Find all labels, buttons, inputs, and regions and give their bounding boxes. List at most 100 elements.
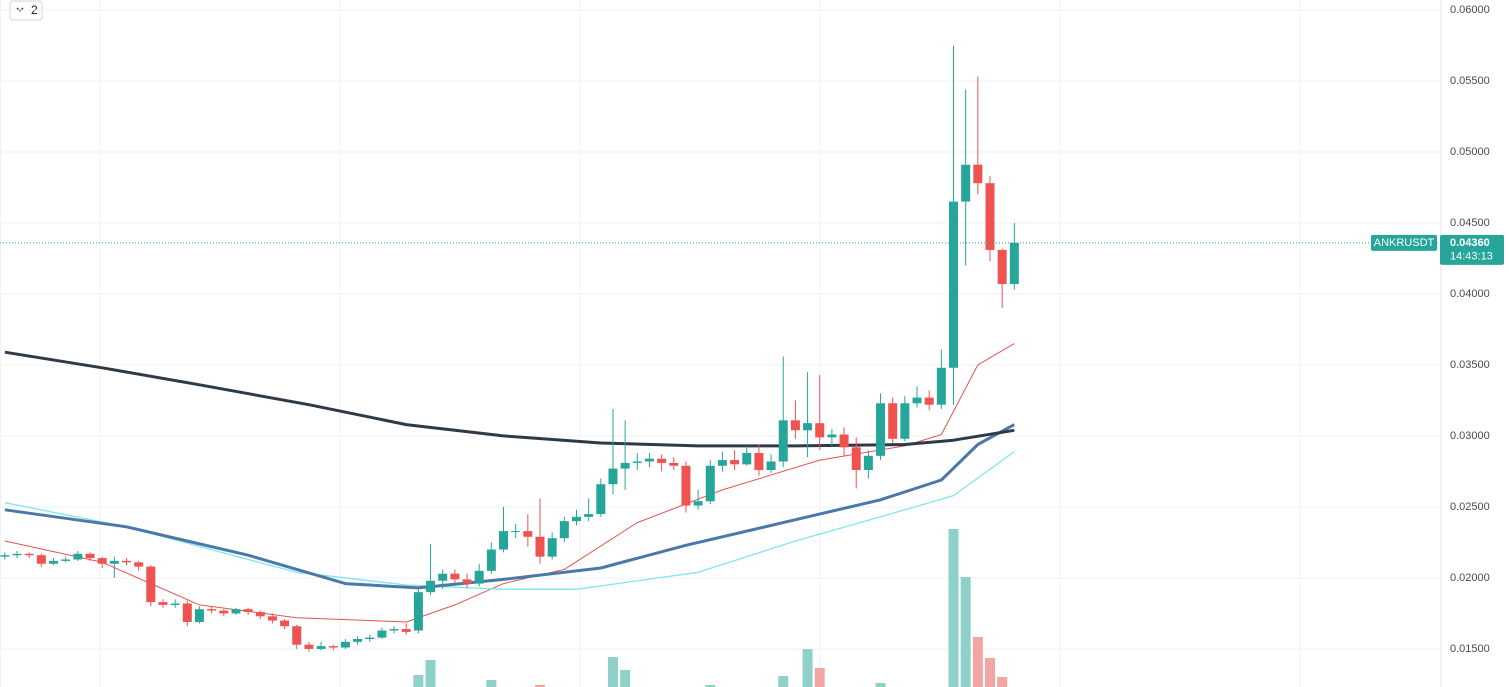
candle-body: [267, 616, 277, 621]
candle-body: [194, 609, 204, 622]
candle-body: [815, 423, 825, 438]
candle-body: [353, 639, 363, 642]
countdown-label: 14:43:13: [1450, 251, 1493, 263]
candle-body: [803, 423, 813, 431]
candle-body: [851, 447, 861, 471]
candle-body: [584, 514, 594, 517]
candle-body: [669, 462, 679, 466]
volume-bar: [802, 649, 813, 687]
y-tick-label: 0.04500: [1450, 217, 1490, 229]
candle-body: [255, 612, 265, 617]
candle-body: [109, 560, 119, 564]
candle-body: [523, 531, 533, 537]
candle-body: [547, 538, 557, 557]
badge[interactable]: 2: [9, 0, 43, 21]
candle-body: [778, 420, 788, 462]
symbol-label: ANKRUSDT: [1374, 237, 1435, 249]
candle-body: [231, 609, 241, 614]
candle-body: [207, 609, 217, 611]
last-price-label: 0.04360: [1450, 237, 1490, 249]
candle-body: [73, 553, 83, 560]
volume-bar: [997, 677, 1008, 687]
volume-bar: [413, 675, 424, 687]
candle-body: [985, 183, 995, 250]
candle-body: [12, 553, 22, 556]
volume-bar: [535, 685, 545, 687]
candle-body: [426, 580, 436, 593]
y-tick-label: 0.03000: [1450, 430, 1490, 442]
symbol-tag: [1371, 234, 1437, 251]
candle-body: [681, 465, 691, 506]
moving-average: [4, 423, 1016, 590]
candle-body: [365, 637, 375, 640]
candle-body: [413, 592, 423, 631]
candle-body: [790, 420, 800, 431]
candle-body: [146, 566, 156, 603]
candle-body: [85, 553, 95, 559]
candle-body: [316, 646, 326, 649]
candle-body: [936, 367, 946, 405]
candle-body: [36, 555, 46, 564]
y-tick-label: 0.01500: [1450, 643, 1490, 655]
candle-body: [644, 458, 654, 462]
candle-body: [693, 501, 703, 506]
price-tag: [1440, 234, 1504, 265]
candle-body: [401, 629, 411, 632]
candle-body: [219, 610, 229, 614]
volume-bar: [607, 657, 618, 687]
y-tick-label: 0.04000: [1450, 288, 1490, 300]
candle-body: [389, 629, 399, 631]
candle-body: [158, 602, 168, 605]
candle-body: [97, 558, 107, 564]
candle-body: [438, 573, 448, 581]
candle-body: [596, 484, 606, 515]
candle-body: [888, 403, 898, 439]
moving-average: [4, 343, 1015, 623]
candle-body: [121, 560, 131, 563]
candle-body: [742, 452, 752, 465]
candle-body: [134, 562, 144, 567]
candle-body: [608, 468, 618, 485]
candle-body: [863, 455, 873, 471]
candle-body: [280, 620, 290, 627]
candle-body: [730, 460, 740, 465]
y-tick-label: 0.05000: [1450, 146, 1490, 158]
candle-body: [961, 164, 971, 202]
candle-body: [620, 462, 630, 469]
volume-bar: [985, 658, 995, 687]
moving-average: [4, 451, 1015, 590]
candle-body: [766, 461, 776, 471]
candle-body: [49, 560, 59, 564]
volume-bar: [778, 676, 789, 687]
volume-bar: [960, 577, 971, 687]
candle-body: [973, 164, 983, 184]
candle-body: [511, 531, 521, 533]
volume-bar: [486, 680, 497, 687]
candle-body: [1009, 242, 1019, 285]
candle-body: [997, 249, 1007, 285]
y-tick-label: 0.03500: [1450, 359, 1490, 371]
candle-body: [292, 626, 302, 645]
candle-body: [377, 630, 387, 638]
y-tick-label: 0.02000: [1450, 572, 1490, 584]
volume-bar: [814, 668, 825, 687]
candle-body: [474, 570, 484, 584]
candle-body: [304, 644, 314, 649]
candle-body: [486, 549, 496, 571]
candle-body: [754, 452, 764, 471]
candle-body: [340, 641, 350, 648]
candle-body: [827, 434, 837, 438]
y-tick-label: 0.06000: [1450, 4, 1490, 16]
candle-body: [450, 573, 460, 580]
candle-body: [571, 516, 581, 522]
candle-body: [657, 458, 667, 463]
candle-body: [0, 555, 10, 557]
candle-body: [61, 559, 71, 561]
candle-body: [717, 460, 727, 466]
volume-bar: [425, 660, 436, 687]
candle-body: [924, 397, 934, 405]
candle-body: [839, 434, 849, 448]
volume-bar: [875, 683, 886, 687]
candle-body: [243, 609, 253, 613]
